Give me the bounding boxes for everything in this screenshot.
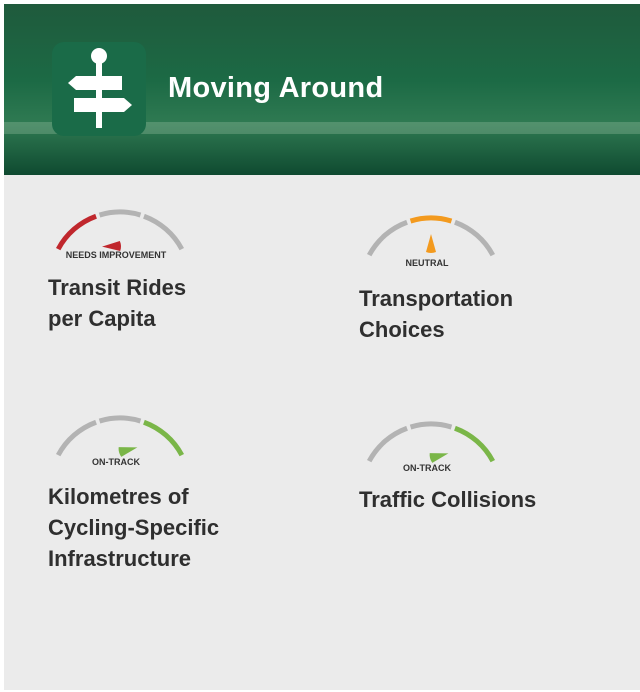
gauge-arc: [144, 216, 182, 249]
gauge-needle: [119, 447, 138, 457]
page: Moving Around NEEDS IMPROVEMENT Transit …: [0, 0, 640, 692]
indicator: NEUTRAL Transportation Choices: [359, 206, 640, 406]
dashboard: Moving Around NEEDS IMPROVEMENT Transit …: [4, 4, 640, 690]
indicator-title: Transportation Choices: [359, 283, 559, 345]
gauge-arc: [411, 424, 452, 427]
indicator: ON-TRACK Traffic Collisions: [359, 412, 640, 612]
gauge-arc: [100, 212, 141, 215]
header: Moving Around: [4, 4, 640, 175]
page-title: Moving Around: [168, 72, 383, 105]
gauge-arc: [369, 428, 407, 461]
signpost-icon: [52, 42, 146, 136]
gauge-arc: [58, 216, 96, 249]
status-label: ON-TRACK: [46, 457, 186, 467]
indicator-title: Kilometres of Cycling-Specific Infrastru…: [48, 481, 253, 574]
gauge-arc: [100, 418, 141, 421]
gauge-arc: [411, 218, 452, 221]
gauge-arc: [455, 222, 493, 255]
status-label: ON-TRACK: [357, 463, 497, 473]
gauge-needle: [426, 234, 436, 253]
indicator-title: Transit Rides per Capita: [48, 272, 223, 334]
gauge-arc: [144, 422, 182, 455]
gauge-arc: [58, 422, 96, 455]
status-label: NEEDS IMPROVEMENT: [46, 250, 186, 260]
status-label: NEUTRAL: [357, 258, 497, 268]
indicator-title: Traffic Collisions: [359, 484, 619, 515]
gauge-needle: [430, 453, 449, 463]
indicator: ON-TRACK Kilometres of Cycling-Specific …: [48, 406, 348, 606]
indicator: NEEDS IMPROVEMENT Transit Rides per Capi…: [48, 200, 348, 400]
gauge-arc: [455, 428, 493, 461]
header-icon: [52, 42, 146, 136]
gauge-arc: [369, 222, 407, 255]
